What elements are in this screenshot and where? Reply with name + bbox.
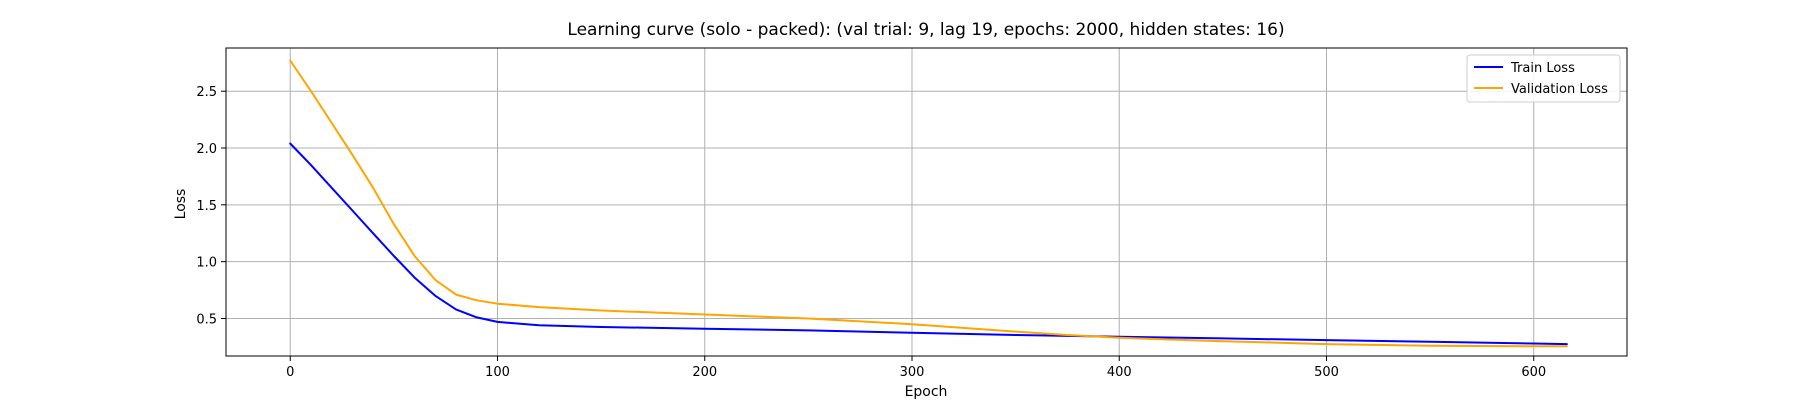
series-line-train-loss	[289, 142, 1568, 346]
legend-label-train-loss: Train Loss	[1510, 61, 1575, 76]
y-tick-label: 1.0	[196, 256, 217, 271]
grid-layer	[226, 48, 1627, 356]
y-axis-label: Loss	[173, 189, 189, 220]
x-tick-label: 100	[485, 365, 510, 380]
series-line-validation-loss	[289, 59, 1568, 348]
x-tick-label: 300	[900, 365, 925, 380]
x-axis-label: Epoch	[905, 384, 948, 400]
y-tick-label: 1.5	[196, 199, 217, 214]
x-tick-label: 500	[1314, 365, 1339, 380]
chart-title: Learning curve (solo - packed): (val tri…	[567, 20, 1284, 40]
legend-label-validation-loss: Validation Loss	[1511, 82, 1608, 97]
x-tick-label: 600	[1521, 365, 1546, 380]
legend-box	[1466, 54, 1621, 103]
y-tick-label: 0.5	[196, 312, 217, 327]
plot-frame	[225, 47, 1628, 357]
tick-layer: 0 100 200 300 400 500 600 0.5 1.0 1.5 2.0 2.5	[196, 85, 1546, 380]
x-tick-label: 0	[286, 365, 294, 380]
series-layer	[289, 59, 1568, 348]
x-tick-label: 400	[1107, 365, 1132, 380]
legend: Train Loss Validation Loss	[1466, 54, 1621, 103]
x-tick-label: 200	[692, 365, 717, 380]
y-tick-label: 2.5	[196, 85, 217, 100]
y-tick-label: 2.0	[196, 142, 217, 157]
